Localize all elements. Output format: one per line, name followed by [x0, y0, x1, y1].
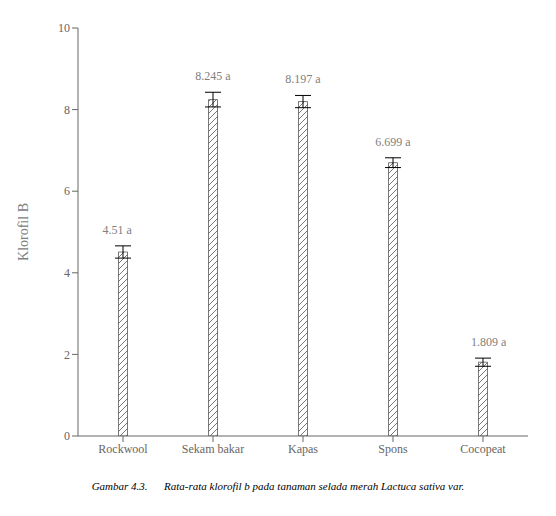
svg-text:Cocopeat: Cocopeat — [460, 442, 506, 456]
svg-text:1.809 a: 1.809 a — [471, 335, 507, 349]
svg-text:6.699 a: 6.699 a — [375, 135, 411, 149]
svg-text:0: 0 — [64, 429, 70, 443]
svg-text:Sekam bakar: Sekam bakar — [182, 442, 244, 456]
svg-text:Kapas: Kapas — [288, 442, 318, 456]
svg-text:8.197 a: 8.197 a — [285, 72, 321, 86]
svg-text:4: 4 — [64, 266, 70, 280]
svg-text:Klorofil B: Klorofil B — [16, 203, 31, 261]
svg-text:Spons: Spons — [378, 442, 408, 456]
svg-text:Rockwool: Rockwool — [98, 442, 148, 456]
svg-text:8.245 a: 8.245 a — [195, 69, 231, 83]
svg-text:4.51 a: 4.51 a — [103, 223, 133, 237]
svg-text:6: 6 — [64, 184, 70, 198]
svg-text:8: 8 — [64, 103, 70, 117]
svg-text:10: 10 — [58, 21, 70, 35]
svg-text:2: 2 — [64, 348, 70, 362]
html-text:Gambar 4.3. Rata-rata klorofil: Gambar 4.3. Rata-rata klorofil b pada ta… — [91, 480, 465, 492]
